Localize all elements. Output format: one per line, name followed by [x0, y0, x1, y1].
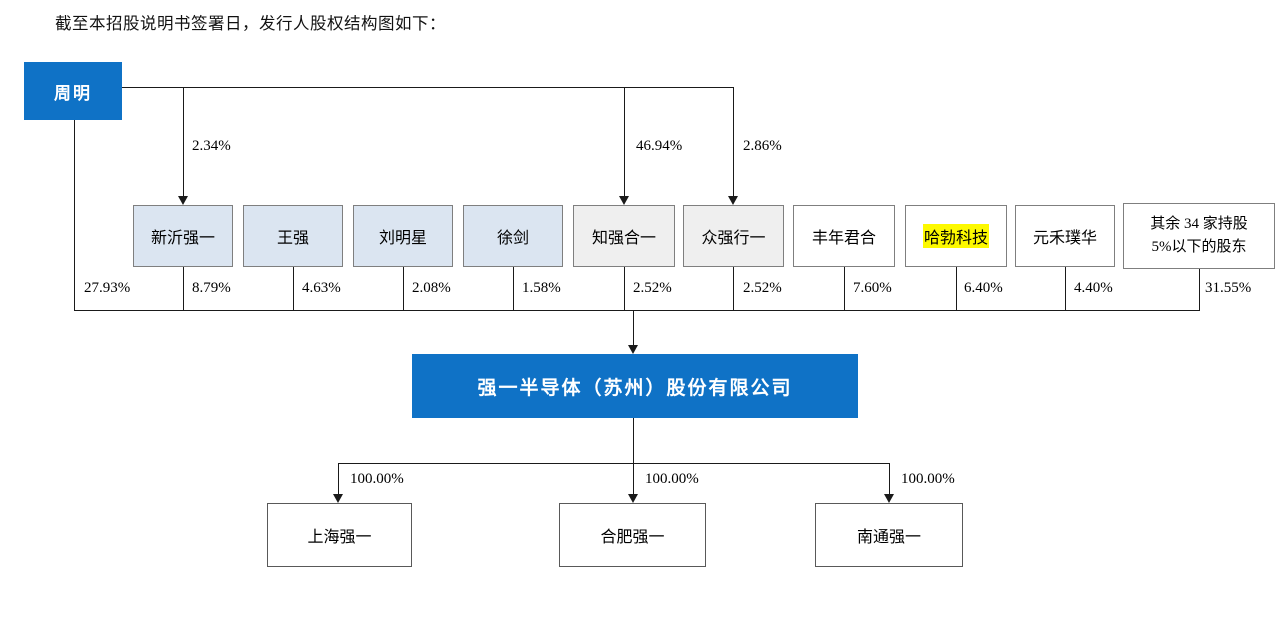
arrowhead-to-nantong-icon [884, 494, 894, 503]
percent-zhiqiang: 2.52% [633, 280, 672, 296]
connector-controller-direct-v [74, 120, 75, 310]
node-subsidiary-nantong-qiangyi: 南通强一 [815, 503, 963, 567]
percent-other34: 31.55% [1205, 280, 1252, 296]
connector-bus-h [74, 310, 1200, 311]
intro-text: 截至本招股说明书签署日，发行人股权结构图如下： [55, 14, 446, 33]
percent-controller-to-xinyi: 2.34% [192, 138, 231, 154]
arrowhead-to-issuer-icon [628, 345, 638, 354]
node-shareholder-other-34: 其余 34 家持股 5%以下的股东 [1123, 203, 1275, 269]
subsidiary-name: 上海强一 [307, 529, 372, 546]
shareholder-name: 新沂强一 [150, 230, 215, 247]
connector-fengnian-to-bus [844, 267, 845, 310]
connector-controller-to-zhongqiang-v [733, 87, 734, 197]
connector-to-shanghai-v [338, 463, 339, 495]
percent-hefei: 100.00% [645, 471, 699, 487]
node-shareholder-xinyi-qiangyi: 新沂强一 [133, 205, 233, 267]
percent-xujian: 1.58% [522, 280, 561, 296]
shareholder-name: 众强行一 [701, 230, 766, 247]
connector-other34-to-bus [1199, 269, 1200, 310]
node-subsidiary-hefei-qiangyi: 合肥强一 [559, 503, 706, 567]
node-shareholder-zhiqiang-heyi: 知强合一 [573, 205, 675, 267]
node-subsidiary-shanghai-qiangyi: 上海强一 [267, 503, 412, 567]
node-controller-zhouming: 周明 [24, 62, 122, 120]
connector-habo-to-bus [956, 267, 957, 310]
arrowhead-to-zhiqiang-icon [619, 196, 629, 205]
node-shareholder-habo-keji: 哈勃科技 [905, 205, 1007, 267]
subsidiary-name: 南通强一 [856, 529, 921, 546]
node-shareholder-yuanhe-puhua: 元禾璞华 [1015, 205, 1115, 267]
arrowhead-to-shanghai-icon [333, 494, 343, 503]
connector-liumingxing-to-bus [403, 267, 404, 310]
arrowhead-to-zhongqiang-icon [728, 196, 738, 205]
percent-controller-direct: 27.93% [84, 280, 131, 296]
shareholder-name: 王强 [276, 230, 309, 247]
shareholder-name: 丰年君合 [811, 230, 876, 247]
percent-yuanhe: 4.40% [1074, 280, 1113, 296]
node-issuer-company: 强一半导体（苏州）股份有限公司 [412, 354, 858, 418]
connector-controller-to-zhiqiang-v [624, 87, 625, 197]
shareholder-name: 元禾璞华 [1032, 230, 1097, 247]
connector-zhiqiang-to-bus [624, 267, 625, 310]
shareholder-name: 徐剑 [496, 230, 529, 247]
connector-issuer-out-v [633, 418, 634, 463]
percent-controller-to-zhiqiang: 46.94% [636, 138, 683, 154]
connector-to-hefei-v [633, 463, 634, 495]
connector-subsidiary-dist-h [338, 463, 889, 464]
connector-yuanhe-to-bus [1065, 267, 1066, 310]
percent-controller-to-zhongqiang: 2.86% [743, 138, 782, 154]
node-shareholder-liu-mingxing: 刘明星 [353, 205, 453, 267]
controller-name: 周明 [54, 83, 92, 103]
percent-wangqiang: 4.63% [302, 280, 341, 296]
connector-to-nantong-v [889, 463, 890, 495]
shareholder-name-highlighted: 哈勃科技 [922, 224, 989, 248]
connector-controller-top-h [122, 87, 734, 88]
connector-controller-to-xinyi-v [183, 87, 184, 197]
connector-xinyi-to-bus [183, 267, 184, 310]
percent-xinyi: 8.79% [192, 280, 231, 296]
percent-habo: 6.40% [964, 280, 1003, 296]
percent-shanghai: 100.00% [350, 471, 404, 487]
arrowhead-to-xinyi-icon [178, 196, 188, 205]
shareholder-name: 知强合一 [591, 230, 656, 247]
percent-zhongqiang: 2.52% [743, 280, 782, 296]
connector-bus-to-issuer-v [633, 310, 634, 346]
connector-wangqiang-to-bus [293, 267, 294, 310]
arrowhead-to-hefei-icon [628, 494, 638, 503]
connector-zhongqiang-to-bus [733, 267, 734, 310]
percent-liumingxing: 2.08% [412, 280, 451, 296]
percent-nantong: 100.00% [901, 471, 955, 487]
shareholder-name: 刘明星 [378, 230, 427, 247]
node-shareholder-xu-jian: 徐剑 [463, 205, 563, 267]
node-shareholder-fengnian-junhe: 丰年君合 [793, 205, 895, 267]
node-shareholder-wang-qiang: 王强 [243, 205, 343, 267]
percent-fengnian: 7.60% [853, 280, 892, 296]
shareholder-name: 其余 34 家持股 5%以下的股东 [1150, 215, 1248, 255]
issuer-name: 强一半导体（苏州）股份有限公司 [477, 377, 793, 399]
connector-xujian-to-bus [513, 267, 514, 310]
subsidiary-name: 合肥强一 [600, 529, 665, 546]
node-shareholder-zhongqiang-xingyi: 众强行一 [683, 205, 784, 267]
